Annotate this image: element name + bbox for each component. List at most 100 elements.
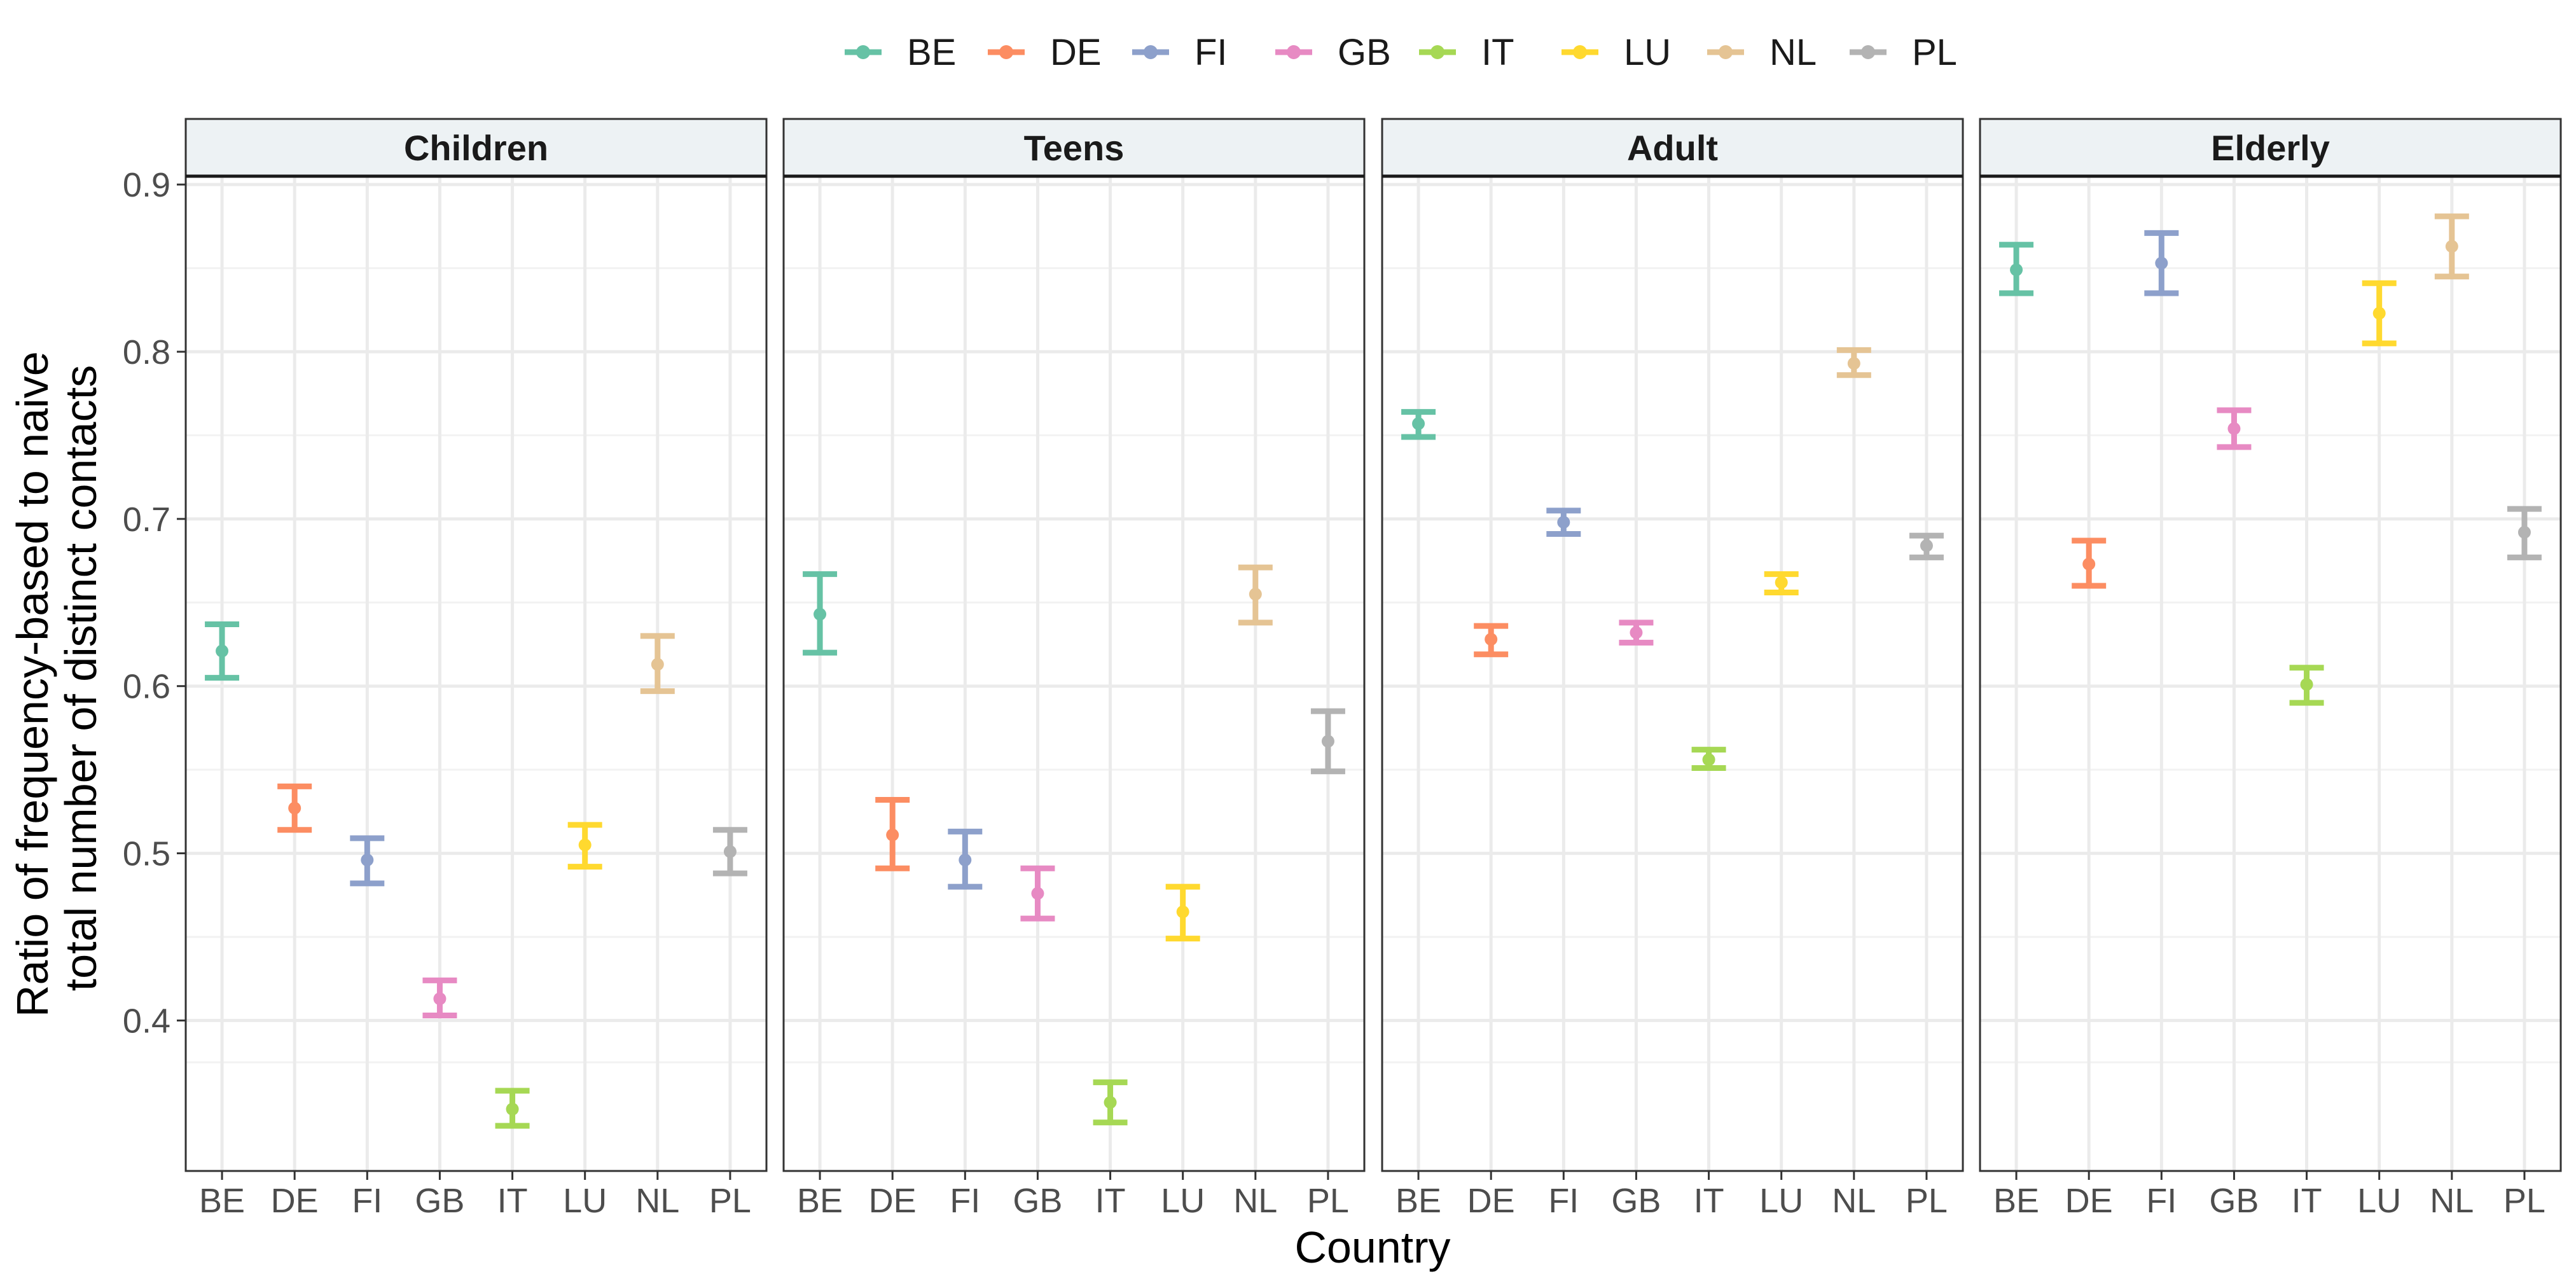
x-tick-label: DE [271, 1182, 319, 1220]
strip-background [1381, 118, 1964, 177]
errorbar-elderly-pl [2507, 506, 2542, 560]
facet-panels: Children BE DE FI GB IT LU NL PL Teens BE DE FI GB IT L… [184, 118, 2562, 1220]
x-tick-label: PL [1307, 1182, 1349, 1220]
x-tick-label: LU [1759, 1182, 1803, 1220]
data-point [1176, 905, 1189, 918]
x-tick-label: FI [1548, 1182, 1579, 1220]
strip-title-elderly: Elderly [2211, 128, 2330, 168]
strip-title-children: Children [404, 128, 548, 168]
data-point [2517, 525, 2531, 539]
x-tick-label: LU [1161, 1182, 1205, 1220]
x-tick-label: IT [497, 1182, 528, 1220]
errorbar-adult-fi [1546, 508, 1581, 537]
panel-teens: Teens BE DE FI GB IT LU NL PL [782, 118, 1366, 1220]
data-point [2082, 557, 2096, 571]
data-point [1775, 576, 1788, 589]
x-tick-label: BE [1993, 1182, 2039, 1220]
legend-label: DE [1050, 32, 1102, 73]
x-tick-label: NL [2430, 1182, 2474, 1220]
data-point [2445, 240, 2458, 253]
x-tick-label: GB [415, 1182, 464, 1220]
legend: BE DE FI GB IT LU NL PL [845, 32, 1957, 73]
data-point [1412, 417, 1425, 431]
errorbar-elderly-fi [2144, 230, 2179, 296]
errorbar-children-nl [640, 633, 675, 695]
data-point [578, 838, 592, 852]
errorbar-teens-de [875, 796, 910, 871]
errorbar-elderly-lu [2362, 280, 2397, 347]
errorbar-adult-pl [1909, 532, 1944, 560]
y-axis-title: Ratio of frequency-based to naive total … [8, 339, 106, 1017]
x-tick-label: IT [2292, 1182, 2322, 1220]
x-tick-label: PL [709, 1182, 751, 1220]
x-tick-label: GB [1013, 1182, 1062, 1220]
data-point [506, 1102, 519, 1116]
x-tick-label: DE [869, 1182, 917, 1220]
legend-item-fi: FI [1132, 32, 1228, 73]
x-tick-label: GB [1611, 1182, 1661, 1220]
data-point [1557, 516, 1570, 529]
x-tick-label: FI [950, 1182, 980, 1220]
errorbar-teens-gb [1020, 865, 1055, 922]
data-point [1321, 735, 1334, 748]
data-point [723, 845, 737, 858]
legend-item-nl: NL [1707, 32, 1817, 73]
legend-item-gb: GB [1275, 32, 1391, 73]
data-point [814, 607, 827, 621]
data-point [2155, 256, 2168, 270]
legend-item-de: DE [988, 32, 1102, 73]
panel-background [186, 176, 766, 1171]
legend-key-point [1430, 45, 1444, 59]
panel-adult: Adult BE DE FI GB IT LU NL PL [1381, 118, 1964, 1220]
x-tick-label: PL [2503, 1182, 2545, 1220]
data-point [1920, 539, 1933, 552]
x-tick-label: NL [1233, 1182, 1277, 1220]
errorbar-adult-gb [1619, 620, 1654, 646]
data-point [1847, 357, 1860, 370]
panel-children: Children BE DE FI GB IT LU NL PL [184, 118, 768, 1220]
data-point [2227, 422, 2241, 435]
y-tick-label: 0.7 [123, 501, 170, 539]
y-tick-label: 0.6 [123, 668, 170, 706]
y-tick-label: 0.5 [123, 835, 170, 873]
errorbar-adult-be [1401, 409, 1436, 440]
errorbar-children-lu [567, 822, 602, 870]
x-tick-label: NL [635, 1182, 679, 1220]
data-point [1630, 626, 1643, 639]
legend-label: FI [1195, 32, 1228, 73]
data-point [959, 854, 972, 867]
x-tick-label: BE [1395, 1182, 1441, 1220]
data-point [1249, 588, 1262, 601]
panel-background [1382, 176, 1963, 1171]
strip-title-adult: Adult [1627, 128, 1718, 168]
data-point [433, 992, 447, 1006]
data-point [361, 854, 374, 867]
errorbar-elderly-be [1999, 242, 2034, 296]
legend-label: PL [1912, 32, 1957, 73]
legend-key-point [1573, 45, 1587, 59]
x-tick-label: LU [2357, 1182, 2401, 1220]
legend-key-point [1719, 45, 1733, 59]
data-point [1485, 633, 1498, 646]
panel-background [1980, 176, 2561, 1171]
legend-item-it: IT [1419, 32, 1514, 73]
errorbar-adult-it [1691, 747, 1726, 772]
errorbar-adult-lu [1764, 571, 1799, 596]
data-point [288, 801, 301, 815]
errorbar-elderly-de [2072, 537, 2107, 589]
x-tick-label: GB [2209, 1182, 2259, 1220]
strip-title-teens: Teens [1024, 128, 1125, 168]
legend-item-be: BE [845, 32, 956, 73]
legend-key-point [856, 45, 870, 59]
legend-label: GB [1338, 32, 1391, 73]
errorbar-children-de [277, 783, 312, 833]
x-tick-label: IT [1095, 1182, 1126, 1220]
panel-background [784, 176, 1364, 1171]
x-tick-label: DE [1467, 1182, 1515, 1220]
errorbar-teens-it [1093, 1079, 1128, 1126]
y-tick-label: 0.4 [123, 1002, 170, 1040]
strip-background [1979, 118, 2562, 177]
data-point [1702, 753, 1715, 766]
errorbar-children-it [495, 1088, 530, 1129]
x-tick-label: BE [199, 1182, 245, 1220]
